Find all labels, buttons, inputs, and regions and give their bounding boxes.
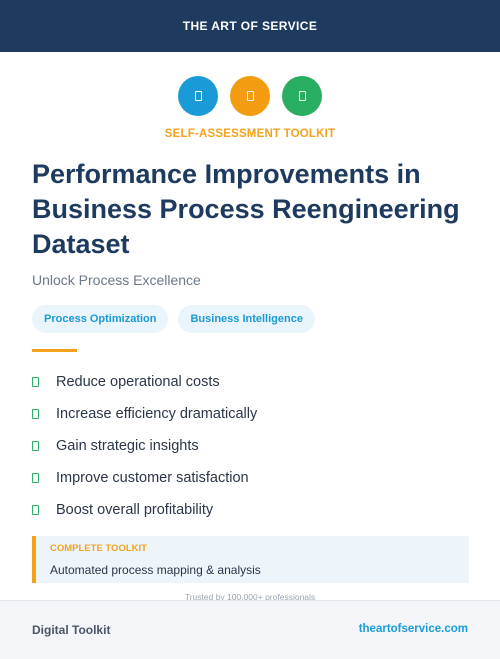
tag-process-optimization: Process Optimization (32, 305, 169, 333)
toolkit-eyebrow: SELF-ASSESSMENT TOOLKIT (164, 128, 336, 140)
document-icon (178, 76, 218, 116)
benefit-item: Increase efficiency dramatically (32, 398, 257, 430)
footer-label: Digital Toolkit (32, 623, 111, 637)
callout-text: Automated process mapping & analysis (50, 563, 261, 577)
benefit-text: Reduce operational costs (56, 374, 220, 390)
trusted-note: Trusted by 100,000+ professionals (184, 592, 316, 602)
benefit-item: Reduce operational costs (32, 366, 257, 398)
benefit-text: Gain strategic insights (56, 438, 199, 454)
benefit-text: Increase efficiency dramatically (56, 406, 258, 422)
check-icon (32, 441, 39, 451)
footer: Digital Toolkit theartofservice.com (0, 600, 500, 659)
subtitle: Unlock Process Excellence (32, 272, 201, 288)
callout-label: COMPLETE TOOLKIT (50, 543, 147, 554)
benefit-text: Boost overall profitability (56, 502, 214, 518)
page-title: Performance Improvements in Business Pro… (32, 159, 460, 259)
document-icon (282, 76, 322, 116)
brand-name: THE ART OF SERVICE (182, 19, 318, 33)
benefit-item: Boost overall profitability (32, 494, 257, 526)
footer-website-link[interactable]: theartofservice.com (358, 623, 468, 635)
toolkit-callout: COMPLETE TOOLKIT Automated process mappi… (32, 536, 469, 583)
check-icon (32, 377, 39, 387)
icon-row (0, 76, 500, 116)
document-icon (230, 76, 270, 116)
tag-business-intelligence: Business Intelligence (178, 305, 315, 333)
check-icon (32, 473, 39, 483)
benefit-text: Improve customer satisfaction (56, 470, 249, 486)
tag-list: Process Optimization Business Intelligen… (32, 305, 315, 333)
accent-divider (32, 349, 77, 352)
top-banner: THE ART OF SERVICE (0, 0, 500, 52)
check-icon (32, 505, 39, 515)
benefit-item: Improve customer satisfaction (32, 462, 257, 494)
benefit-list: Reduce operational costs Increase effici… (32, 366, 257, 526)
benefit-item: Gain strategic insights (32, 430, 257, 462)
check-icon (32, 409, 39, 419)
